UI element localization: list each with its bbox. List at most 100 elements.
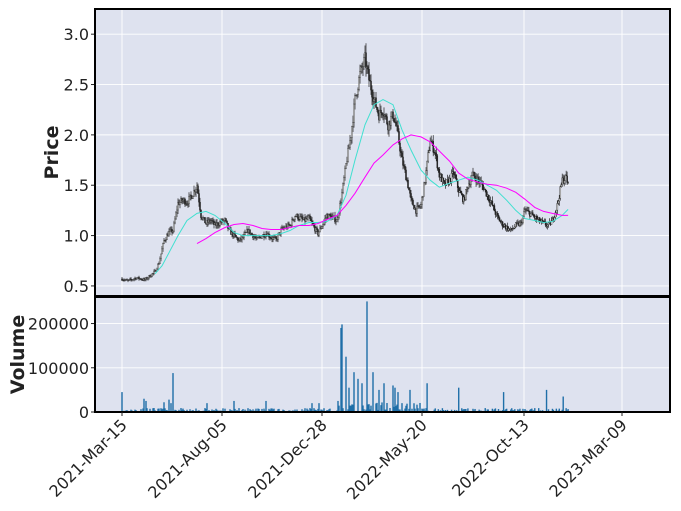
volume-bar bbox=[353, 372, 354, 412]
candle-body bbox=[412, 200, 413, 205]
candle-body bbox=[322, 224, 323, 226]
candle-body bbox=[198, 194, 199, 203]
candle-body bbox=[436, 153, 437, 156]
price-ytick-label: 0.5 bbox=[64, 277, 89, 296]
volume-bar bbox=[366, 301, 367, 412]
candle-body bbox=[347, 148, 348, 161]
candle-body bbox=[390, 117, 391, 125]
candle-body bbox=[404, 166, 405, 170]
candle-body bbox=[344, 168, 345, 177]
candle-body bbox=[407, 180, 408, 188]
candle-body bbox=[358, 78, 359, 90]
candle-body bbox=[488, 195, 489, 200]
candle-body bbox=[427, 161, 428, 171]
candle-body bbox=[532, 213, 533, 215]
candle-body bbox=[316, 228, 317, 230]
candle-body bbox=[217, 223, 218, 225]
candle-body bbox=[309, 216, 310, 219]
candle-body bbox=[370, 81, 371, 90]
price-panel-background bbox=[95, 9, 670, 296]
volume-bar bbox=[378, 390, 379, 412]
candle-body bbox=[444, 181, 445, 183]
xtick-label: 2022-Oct-13 bbox=[448, 415, 533, 500]
candle-body bbox=[376, 107, 377, 109]
candle-body bbox=[341, 192, 342, 202]
candle-body bbox=[310, 219, 311, 221]
candle-body bbox=[429, 151, 430, 153]
candle-body bbox=[343, 178, 344, 184]
volume-bar bbox=[503, 392, 504, 412]
price-ytick-label: 3.0 bbox=[64, 25, 89, 44]
candle-body bbox=[460, 191, 461, 193]
candle-body bbox=[385, 115, 386, 116]
candle-body bbox=[251, 233, 252, 234]
candle-body bbox=[548, 223, 549, 225]
candle-body bbox=[174, 219, 175, 223]
volume-bar bbox=[345, 357, 346, 412]
candle-body bbox=[375, 98, 376, 107]
volume-bar bbox=[546, 390, 547, 412]
candle-body bbox=[393, 118, 394, 121]
candle-body bbox=[160, 254, 161, 259]
candle-body bbox=[351, 127, 352, 138]
volume-bar bbox=[458, 388, 459, 412]
candle-body bbox=[346, 162, 347, 164]
volume-panel-background bbox=[95, 297, 670, 412]
candle-body bbox=[169, 230, 170, 232]
volume-bar bbox=[426, 383, 427, 412]
volume-bar bbox=[168, 400, 169, 412]
candle-body bbox=[301, 217, 302, 219]
candle-body bbox=[386, 117, 387, 124]
candle-body bbox=[357, 89, 358, 94]
candle-body bbox=[433, 141, 434, 152]
candle-body bbox=[461, 193, 462, 195]
candle-body bbox=[345, 164, 346, 168]
candle-body bbox=[153, 271, 154, 273]
volume-bar bbox=[318, 403, 319, 412]
candle-body bbox=[261, 236, 262, 238]
candle-body bbox=[564, 181, 565, 184]
candle-body bbox=[377, 110, 378, 113]
xtick-label: 2021-Dec-28 bbox=[244, 415, 331, 502]
candle-body bbox=[492, 201, 493, 205]
candle-body bbox=[392, 112, 393, 119]
volume-ytick-label: 0 bbox=[79, 403, 89, 422]
candle-body bbox=[307, 217, 308, 219]
candle-body bbox=[353, 104, 354, 123]
xtick-label: 2023-Mar-09 bbox=[545, 415, 630, 500]
candle-body bbox=[342, 183, 343, 192]
candle-body bbox=[197, 186, 198, 194]
price-axis-label: Price bbox=[41, 126, 63, 180]
candle-body bbox=[423, 183, 424, 196]
candle-body bbox=[371, 90, 372, 97]
candle-body bbox=[157, 264, 158, 269]
candle-body bbox=[451, 173, 452, 182]
volume-bar bbox=[409, 390, 410, 412]
volume-bar bbox=[265, 401, 266, 412]
candle-body bbox=[397, 126, 398, 132]
candle-body bbox=[151, 274, 152, 277]
volume-bar bbox=[172, 373, 173, 412]
candle-body bbox=[443, 178, 444, 181]
volume-axis-label: Volume bbox=[7, 315, 29, 394]
price-ytick-label: 1.0 bbox=[64, 227, 89, 246]
candle-body bbox=[555, 213, 556, 218]
candle-body bbox=[235, 235, 236, 237]
volume-bar bbox=[357, 379, 358, 412]
candle-body bbox=[195, 189, 196, 192]
candle-body bbox=[560, 187, 561, 199]
candle-body bbox=[192, 196, 193, 198]
candle-body bbox=[561, 185, 562, 187]
candle-body bbox=[199, 202, 200, 210]
candle-body bbox=[168, 232, 169, 237]
candle-body bbox=[547, 225, 548, 226]
candle-body bbox=[556, 210, 557, 213]
volume-bar bbox=[419, 403, 420, 412]
candle-body bbox=[363, 58, 364, 67]
candle-body bbox=[428, 153, 429, 161]
candle-body bbox=[421, 198, 422, 205]
volume-ytick-label: 200000 bbox=[28, 315, 89, 334]
candle-body bbox=[359, 72, 360, 78]
candle-body bbox=[465, 190, 466, 200]
